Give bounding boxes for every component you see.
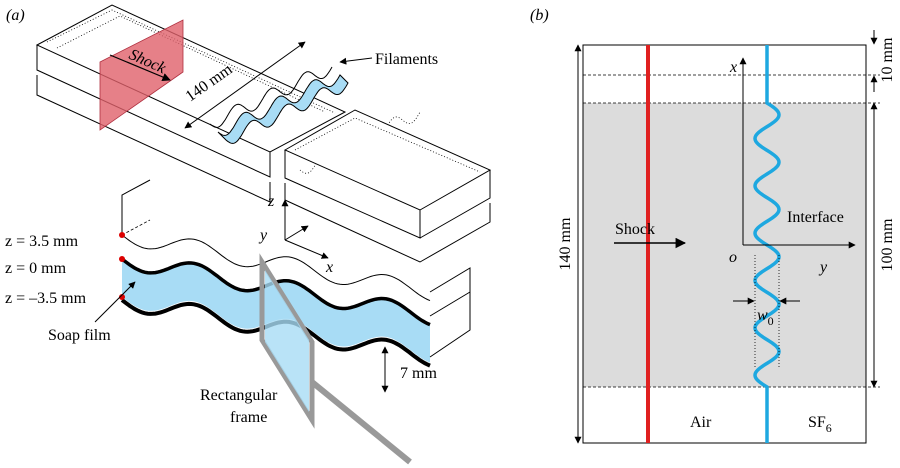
gas-subscript: 6 (826, 421, 832, 435)
edge (122, 180, 150, 235)
axis-label: y (818, 259, 828, 276)
panel-a: (a) Shock 140 mm Filaments (5, 5, 490, 462)
layer-label: z = 3.5 mm (5, 233, 79, 250)
panel-label: (b) (530, 7, 549, 24)
layer-label: z = 0 mm (5, 260, 67, 277)
right-gas-label: SF6 (808, 414, 832, 435)
axis-label: x (325, 259, 333, 276)
window-label: 100 mm (879, 218, 896, 271)
interface-label: Interface (787, 209, 844, 226)
origin-label: o (729, 249, 737, 266)
soap-film-label: Soap film (48, 327, 111, 344)
amplitude-subscript: 0 (768, 314, 774, 328)
filaments-pointer (340, 58, 372, 62)
axis-label: y (258, 227, 268, 244)
axis-label: x (729, 59, 737, 76)
edge (122, 220, 150, 235)
layer-dot (119, 256, 125, 262)
layer-dot (119, 232, 125, 238)
shock-label: Shock (615, 221, 655, 238)
layer-label: z = –3.5 mm (5, 290, 87, 307)
thickness-label: 7 mm (400, 365, 437, 382)
axis-label: z (267, 193, 275, 210)
panel-b: (b) x y o Shock Interface w0 Air SF6 140… (530, 7, 896, 443)
frame-label: Rectangular (200, 387, 278, 404)
gap-label: 10 mm (879, 37, 896, 82)
axes-3d: z y x (258, 193, 333, 276)
frame-label: frame (230, 409, 267, 426)
lower-slab (285, 110, 490, 262)
amplitude-symbol: w (757, 307, 768, 324)
left-gas-label: Air (690, 414, 712, 431)
length-label: 140 mm (557, 217, 574, 270)
panel-label: (a) (6, 7, 25, 24)
figure: (a) Shock 140 mm Filaments (0, 0, 900, 468)
filaments-label: Filaments (375, 51, 438, 68)
gas-name: SF (808, 414, 826, 431)
edge (430, 292, 470, 316)
